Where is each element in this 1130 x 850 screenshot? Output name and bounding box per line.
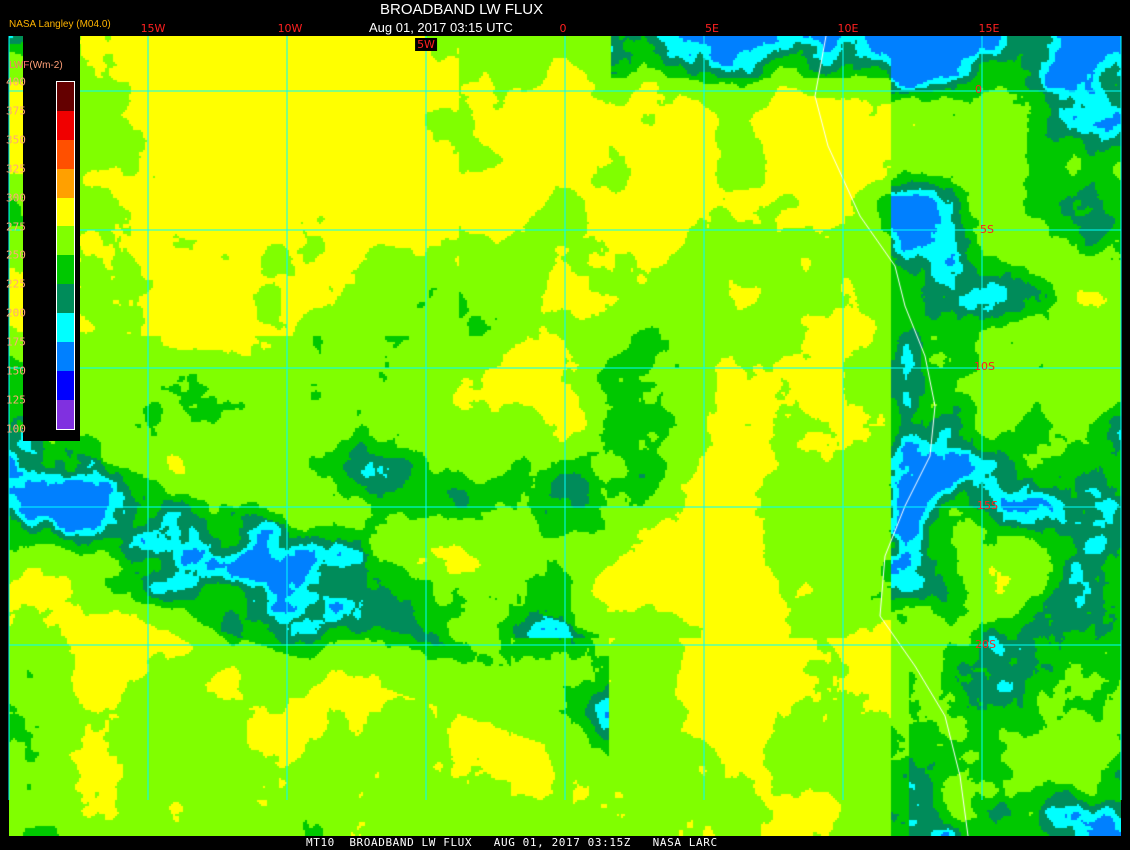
legend-tick: 350	[6, 133, 26, 147]
lat-label: 20S	[975, 638, 996, 651]
lon-label: 15W	[140, 22, 166, 35]
legend-tick: 175	[6, 335, 26, 349]
legend-tick: 325	[6, 162, 26, 176]
legend-tick: 150	[6, 364, 26, 378]
legend-tick: 400	[6, 75, 26, 89]
lat-label: 0	[975, 83, 982, 96]
footer-caption: MT10 BROADBAND LW FLUX AUG 01, 2017 03:1…	[306, 836, 718, 849]
legend-swatch	[57, 370, 74, 400]
legend-swatch	[57, 255, 74, 285]
legend-tick: 225	[6, 277, 26, 291]
lon-label: 15E	[978, 22, 1000, 35]
lon-label: 10E	[837, 22, 859, 35]
source-label: NASA Langley (M04.0)	[9, 19, 111, 30]
legend-swatch	[57, 226, 74, 256]
legend-tick: 275	[6, 220, 26, 233]
lat-label: 10S	[974, 360, 995, 373]
legend-swatch	[57, 399, 74, 429]
legend-swatch	[57, 197, 74, 227]
legend-color-bar	[56, 81, 75, 430]
lat-label: 15S	[977, 499, 998, 512]
legend-tick: 125	[6, 393, 26, 407]
legend-tick: 375	[6, 104, 26, 118]
lon-label: 0	[559, 22, 567, 35]
legend-swatch	[57, 342, 74, 371]
legend-tick: 300	[6, 191, 26, 205]
legend-swatch	[57, 82, 74, 111]
lat-label: 5S	[980, 223, 994, 236]
legend-unit: LWF(Wm-2)	[9, 60, 63, 71]
legend-tick: 100	[6, 422, 26, 436]
lon-label: 5W	[415, 38, 437, 51]
legend-tick: 200	[6, 306, 26, 320]
map-datetime: Aug 01, 2017 03:15 UTC	[369, 20, 513, 35]
legend-swatch	[57, 284, 74, 314]
legend-swatch	[57, 110, 74, 140]
legend-swatch	[57, 139, 74, 169]
map-title: BROADBAND LW FLUX	[380, 1, 544, 18]
legend-tick: 250	[6, 248, 26, 262]
lon-label: 10W	[277, 22, 303, 35]
lon-label: 5E	[705, 22, 719, 35]
legend-swatch	[57, 313, 74, 343]
legend-swatch	[57, 168, 74, 198]
